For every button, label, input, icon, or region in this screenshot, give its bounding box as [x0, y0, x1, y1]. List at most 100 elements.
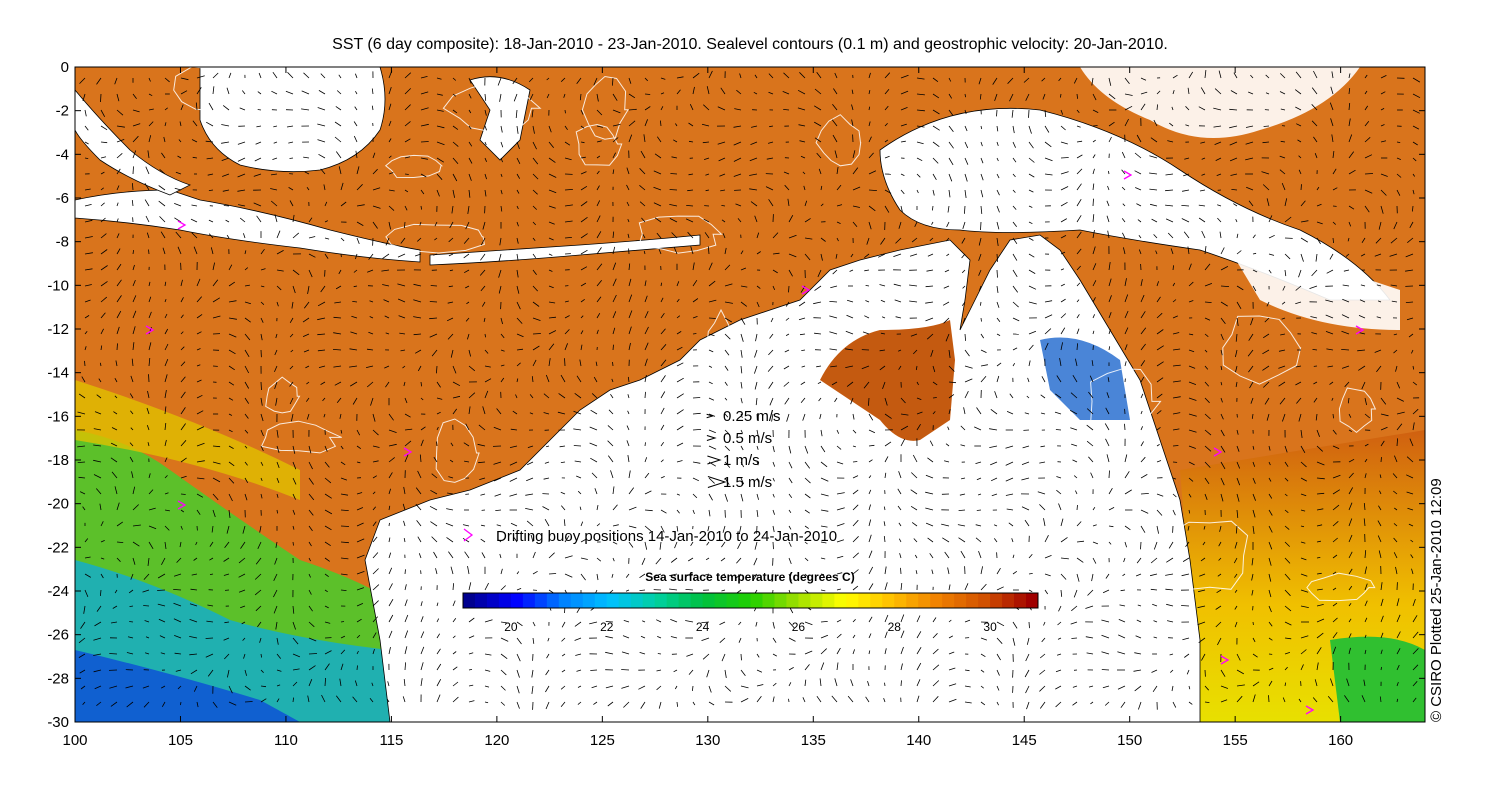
velocity-arrow — [900, 663, 903, 671]
velocity-arrow — [419, 454, 422, 463]
velocity-arrow — [913, 538, 918, 543]
velocity-arrow — [420, 678, 423, 687]
velocity-arrow — [1070, 621, 1078, 625]
velocity-arrow — [1235, 349, 1238, 358]
velocity-arrow — [147, 557, 150, 566]
velocity-arrow — [1044, 328, 1052, 335]
velocity-arrow — [819, 413, 822, 420]
velocity-arrow — [548, 573, 557, 575]
velocity-arrow — [708, 477, 715, 484]
velocity-arrow — [388, 205, 395, 211]
velocity-arrow — [900, 90, 909, 95]
velocity-arrow — [1265, 74, 1270, 79]
velocity-arrow — [879, 349, 886, 352]
velocity-arrow — [385, 237, 390, 246]
velocity-arrow — [447, 301, 454, 304]
velocity-arrow — [772, 252, 780, 255]
velocity-arrow — [1188, 333, 1194, 336]
velocity-arrow — [1134, 170, 1142, 175]
colorbar-frame — [462, 592, 1039, 609]
velocity-arrow — [1364, 413, 1371, 419]
velocity-arrow — [771, 413, 774, 422]
velocity-arrow — [961, 269, 966, 274]
velocity-arrow — [1204, 333, 1209, 338]
velocity-arrow — [1108, 541, 1112, 545]
velocity-arrow — [196, 442, 205, 447]
velocity-arrow — [196, 379, 202, 383]
velocity-arrow — [516, 621, 523, 627]
velocity-arrow — [515, 109, 518, 119]
velocity-arrow — [164, 390, 167, 399]
velocity-arrow — [660, 106, 664, 111]
velocity-arrow — [1070, 427, 1078, 431]
velocity-arrow — [580, 557, 588, 560]
velocity-arrow — [864, 269, 870, 272]
velocity-arrow — [720, 189, 726, 192]
velocity-arrow — [692, 412, 701, 415]
velocity-arrow — [1233, 557, 1238, 564]
velocity-arrow — [484, 701, 489, 704]
velocity-arrow — [596, 155, 601, 159]
colorbar-cell — [570, 593, 584, 608]
velocity-arrow — [642, 234, 646, 239]
velocity-arrow — [657, 636, 662, 639]
velocity-arrow — [772, 621, 775, 629]
velocity-arrow — [516, 269, 519, 278]
velocity-arrow — [436, 426, 439, 431]
velocity-arrow — [254, 573, 262, 580]
velocity-arrow — [1012, 269, 1018, 278]
velocity-arrow — [1060, 313, 1067, 319]
velocity-arrow — [292, 461, 297, 470]
velocity-arrow — [596, 170, 600, 175]
velocity-arrow — [852, 619, 856, 623]
velocity-arrow — [884, 682, 886, 687]
velocity-arrow — [1138, 235, 1142, 239]
velocity-arrow — [1326, 269, 1334, 274]
velocity-arrow — [980, 221, 982, 231]
velocity-arrow — [1044, 535, 1049, 543]
velocity-arrow — [1107, 185, 1110, 191]
velocity-arrow — [546, 93, 550, 99]
velocity-arrow — [164, 525, 170, 531]
velocity-arrow — [836, 492, 845, 495]
velocity-arrow — [238, 204, 246, 207]
velocity-arrow — [132, 250, 134, 255]
velocity-arrow — [1220, 266, 1229, 271]
velocity-arrow — [352, 696, 358, 703]
velocity-arrow — [1342, 298, 1350, 303]
velocity-arrow — [1092, 183, 1095, 191]
velocity-arrow — [527, 461, 534, 466]
velocity-arrow — [1105, 438, 1110, 447]
velocity-arrow — [1408, 333, 1414, 338]
velocity-arrow — [532, 157, 539, 165]
velocity-arrow — [1150, 137, 1158, 143]
velocity-arrow — [500, 637, 509, 642]
velocity-arrow — [868, 444, 875, 447]
velocity-arrow — [1300, 445, 1306, 453]
velocity-arrow — [705, 557, 710, 561]
velocity-arrow — [1172, 493, 1177, 498]
velocity-arrow — [740, 669, 746, 676]
velocity-arrow — [449, 269, 454, 272]
velocity-arrow — [676, 298, 680, 303]
velocity-arrow — [84, 125, 89, 131]
velocity-arrow — [1348, 551, 1353, 559]
velocity-arrow — [114, 486, 118, 495]
velocity-arrow — [499, 237, 502, 246]
velocity-arrow — [1220, 699, 1228, 703]
velocity-arrow — [740, 653, 742, 661]
velocity-arrow — [563, 93, 566, 98]
velocity-arrow — [1235, 219, 1238, 223]
velocity-arrow — [78, 637, 86, 644]
velocity-arrow — [1140, 327, 1147, 335]
velocity-arrow — [146, 232, 150, 239]
velocity-arrow — [1380, 440, 1385, 447]
velocity-arrow — [1092, 230, 1095, 239]
velocity-arrow — [1250, 397, 1254, 404]
buoy-marker — [1355, 325, 1365, 335]
velocity-arrow — [596, 231, 602, 239]
velocity-arrow — [1348, 647, 1351, 655]
velocity-arrow — [1412, 157, 1417, 162]
velocity-arrow — [116, 233, 120, 239]
velocity-arrow — [145, 215, 150, 223]
